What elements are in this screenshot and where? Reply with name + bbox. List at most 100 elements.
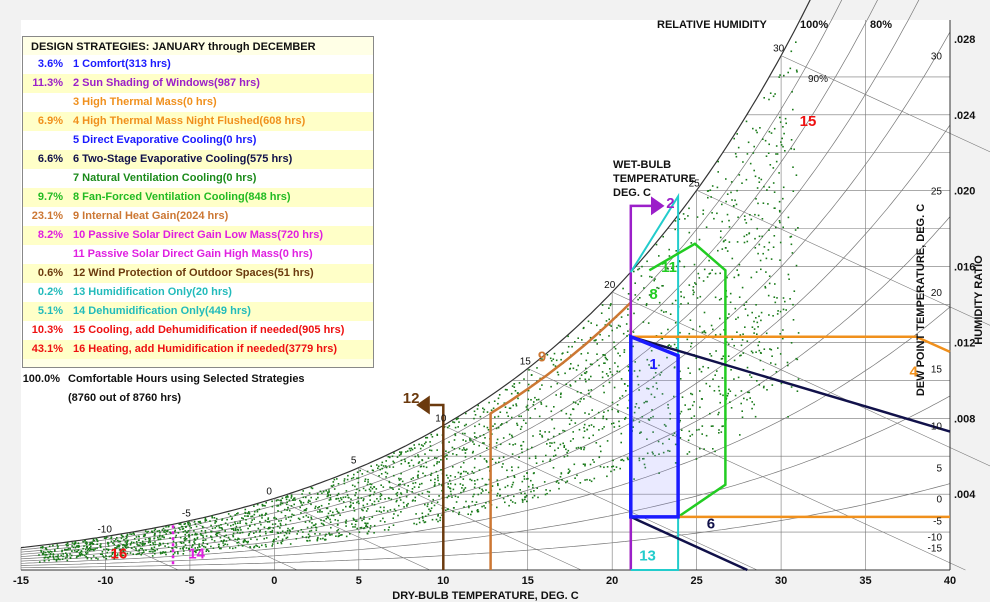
data-point bbox=[751, 401, 753, 403]
data-point bbox=[349, 533, 351, 535]
data-point bbox=[689, 319, 692, 321]
data-point bbox=[582, 463, 585, 465]
data-point bbox=[297, 530, 299, 533]
data-point bbox=[634, 294, 637, 296]
x-tick-label: 20 bbox=[606, 575, 618, 587]
data-point bbox=[755, 271, 758, 273]
data-point bbox=[556, 480, 559, 482]
data-point bbox=[719, 317, 721, 320]
data-point bbox=[627, 385, 629, 387]
data-point bbox=[330, 526, 332, 529]
wetbulb-tick-label: 0 bbox=[266, 486, 272, 497]
data-point bbox=[113, 543, 116, 546]
data-point bbox=[400, 478, 402, 480]
data-point bbox=[574, 341, 576, 343]
data-point bbox=[457, 426, 459, 428]
data-point bbox=[38, 554, 40, 556]
data-point bbox=[386, 472, 389, 475]
data-point bbox=[210, 535, 212, 538]
data-point bbox=[131, 547, 133, 549]
data-point bbox=[156, 530, 159, 532]
data-point bbox=[406, 450, 409, 452]
data-point bbox=[496, 506, 498, 509]
data-point bbox=[129, 552, 132, 554]
data-point bbox=[767, 203, 769, 205]
data-point bbox=[556, 371, 559, 374]
data-point bbox=[64, 557, 67, 559]
data-point bbox=[469, 439, 471, 441]
data-point bbox=[236, 531, 239, 534]
data-point bbox=[465, 440, 467, 442]
data-point bbox=[316, 537, 319, 540]
data-point bbox=[753, 328, 756, 330]
data-point bbox=[69, 548, 71, 550]
data-point bbox=[342, 496, 345, 499]
data-point bbox=[205, 550, 208, 552]
data-point bbox=[518, 456, 520, 458]
data-point bbox=[721, 248, 724, 250]
data-point bbox=[159, 551, 162, 554]
data-point bbox=[204, 539, 207, 541]
data-point bbox=[66, 545, 68, 547]
data-point bbox=[256, 538, 258, 541]
data-point bbox=[492, 407, 495, 410]
data-point bbox=[426, 436, 429, 439]
data-point bbox=[392, 517, 394, 519]
summary-hours: (8760 out of 8760 hrs) bbox=[68, 392, 182, 404]
data-point bbox=[356, 501, 358, 504]
data-point bbox=[472, 495, 474, 498]
data-point bbox=[601, 428, 604, 430]
data-point bbox=[498, 457, 501, 459]
data-point bbox=[161, 535, 163, 538]
data-point bbox=[609, 368, 611, 370]
data-point bbox=[132, 532, 135, 535]
data-point bbox=[738, 263, 741, 266]
data-point bbox=[679, 378, 682, 380]
data-point bbox=[138, 539, 140, 541]
data-point bbox=[193, 530, 195, 532]
data-point bbox=[339, 514, 341, 516]
data-point bbox=[560, 393, 562, 396]
data-point bbox=[383, 506, 385, 509]
data-point bbox=[287, 527, 289, 530]
data-point bbox=[327, 512, 330, 515]
data-point bbox=[265, 537, 268, 539]
data-point bbox=[727, 355, 730, 357]
data-point bbox=[633, 312, 635, 315]
data-point bbox=[159, 534, 161, 537]
data-point bbox=[422, 445, 424, 447]
data-point bbox=[626, 335, 628, 337]
data-point bbox=[124, 545, 126, 547]
data-point bbox=[636, 375, 639, 378]
data-point bbox=[353, 473, 355, 476]
data-point bbox=[315, 498, 318, 501]
data-point bbox=[261, 503, 264, 506]
data-point bbox=[418, 493, 420, 496]
data-point bbox=[412, 464, 415, 467]
data-point bbox=[665, 425, 667, 427]
data-point bbox=[77, 542, 80, 544]
data-point bbox=[569, 440, 572, 442]
wetbulb-tick-label: 15 bbox=[520, 357, 532, 368]
data-point bbox=[762, 386, 765, 389]
data-point bbox=[771, 355, 773, 357]
data-point bbox=[417, 476, 419, 479]
data-point bbox=[688, 430, 691, 433]
data-point bbox=[687, 367, 690, 369]
data-point bbox=[728, 226, 731, 228]
data-point bbox=[720, 297, 722, 300]
data-point bbox=[754, 175, 757, 178]
data-point bbox=[265, 532, 267, 535]
data-point bbox=[214, 520, 217, 522]
data-point bbox=[789, 298, 791, 300]
data-point bbox=[521, 498, 524, 501]
data-point bbox=[210, 545, 212, 548]
data-point bbox=[554, 454, 557, 457]
data-point bbox=[406, 505, 408, 507]
data-point bbox=[473, 466, 476, 469]
zone-label: 16 bbox=[111, 546, 128, 563]
data-point bbox=[328, 499, 331, 501]
data-point bbox=[767, 249, 770, 251]
data-point bbox=[619, 355, 621, 357]
data-point bbox=[234, 514, 236, 516]
